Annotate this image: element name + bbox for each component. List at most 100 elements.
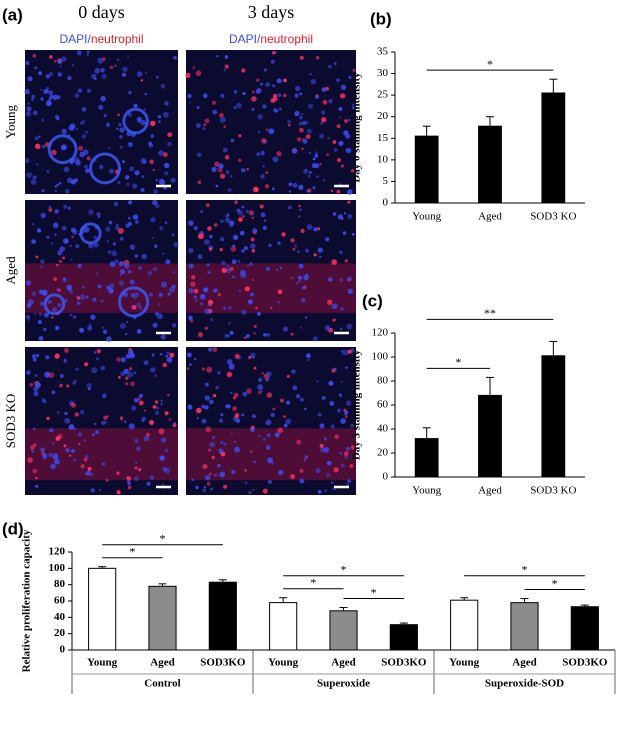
cell: [119, 237, 124, 241]
cell: [237, 259, 241, 263]
cell: [52, 307, 57, 312]
cell: [193, 295, 197, 299]
cell: [321, 110, 326, 115]
cell: [266, 392, 273, 399]
cell: [252, 90, 255, 94]
stain-dapi: DAPI/: [59, 32, 91, 46]
cell: [144, 92, 147, 96]
cell: [261, 138, 267, 144]
cell: [251, 107, 255, 111]
cell: [303, 274, 309, 281]
cell: [300, 326, 303, 329]
cell: [305, 248, 310, 253]
cell: [64, 417, 71, 424]
cell: [291, 369, 296, 374]
cell: [323, 447, 330, 453]
cell: [79, 409, 85, 415]
cell: [158, 178, 165, 185]
cell: [278, 469, 284, 476]
cell: [63, 204, 68, 209]
cell: [119, 135, 123, 139]
cell: [279, 398, 284, 403]
cell: [50, 242, 54, 245]
cell: [187, 404, 193, 410]
cell: [167, 141, 172, 147]
cell: [167, 394, 170, 397]
cell: [316, 380, 319, 383]
cell: [119, 127, 125, 133]
cell: [221, 268, 227, 273]
cell: [107, 250, 112, 254]
cell: [290, 238, 295, 243]
cell: [283, 93, 287, 98]
cell: [172, 323, 177, 328]
micrograph-bg: [25, 200, 178, 341]
cell: [190, 281, 196, 287]
cell: [285, 418, 292, 425]
cell: [148, 292, 153, 297]
cell: [116, 357, 121, 362]
cell: [272, 156, 279, 163]
y-tick-label: 40: [377, 423, 389, 435]
cell: [324, 325, 331, 331]
cell: [251, 216, 254, 219]
bar: [510, 602, 539, 651]
cell: [207, 226, 212, 231]
cell: [225, 170, 230, 175]
cell: [219, 116, 226, 123]
cell: [205, 203, 210, 208]
stain-label: DAPI/neutrophil: [229, 32, 313, 46]
cell: [35, 476, 38, 480]
cell: [225, 404, 228, 408]
cell: [197, 233, 204, 240]
cell: [288, 182, 293, 187]
significance-label: *: [310, 575, 316, 589]
cell: [197, 332, 203, 338]
cell: [117, 181, 121, 184]
cell: [32, 223, 35, 226]
cell: [89, 472, 94, 477]
cell: [196, 152, 202, 158]
cell: [46, 170, 50, 173]
cell: [300, 112, 304, 116]
cell: [66, 284, 72, 291]
error-bar: [158, 583, 167, 587]
cell: [196, 417, 199, 420]
error-bar: [339, 607, 348, 611]
cell: [144, 409, 146, 412]
cell: [270, 59, 275, 64]
cell: [97, 284, 102, 289]
cell: [299, 55, 304, 60]
cell: [188, 315, 193, 321]
cell: [118, 376, 121, 379]
cell: [120, 357, 126, 363]
cell: [347, 479, 351, 483]
cell: [223, 306, 227, 310]
cell: [88, 323, 92, 327]
cell: [36, 354, 40, 357]
cell: [224, 333, 229, 338]
cell: [132, 214, 139, 220]
cell: [84, 472, 88, 476]
cell: [159, 352, 163, 356]
cell: [324, 489, 327, 493]
cell: [79, 294, 86, 300]
cell: [44, 292, 48, 295]
cell: [31, 98, 34, 101]
cell: [291, 277, 294, 280]
cell: [350, 445, 355, 450]
cell: [61, 128, 67, 135]
cell: [325, 86, 330, 91]
cell: [283, 78, 287, 83]
cell: [94, 68, 100, 74]
y-axis-label: Relative proliferation capacity: [21, 529, 33, 672]
bar: [414, 135, 439, 204]
cell: [129, 244, 135, 250]
cell: [204, 475, 211, 481]
cell: [87, 325, 93, 331]
cell: [81, 134, 87, 139]
cell: [32, 175, 37, 180]
cell: [298, 184, 304, 190]
cell: [202, 464, 208, 469]
cell: [326, 460, 332, 466]
